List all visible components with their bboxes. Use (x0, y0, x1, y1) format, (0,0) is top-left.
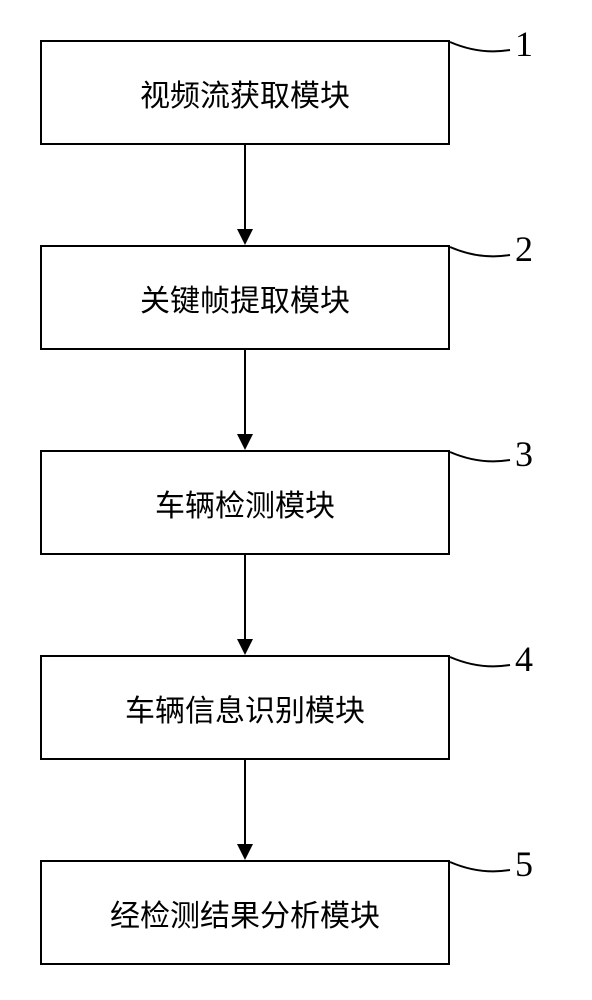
flowchart-arrow-head (237, 844, 253, 860)
node-label: 车辆检测模块 (155, 481, 335, 525)
node-annotation-2: 2 (515, 228, 533, 270)
flowchart-arrow-head (237, 434, 253, 450)
flowchart-arrow-line (244, 760, 246, 846)
flowchart-arrow-line (244, 145, 246, 231)
flowchart-node-2: 关键帧提取模块 (40, 245, 450, 350)
node-annotation-3: 3 (515, 433, 533, 475)
flowchart-node-3: 车辆检测模块 (40, 450, 450, 555)
flowchart-node-1: 视频流获取模块 (40, 40, 450, 145)
node-annotation-4: 4 (515, 638, 533, 680)
flowchart-diagram: 视频流获取模块 1 关键帧提取模块 2 车辆检测模块 3 车辆信息识别模块 4 经检测结果分析模… (0, 0, 592, 1000)
flowchart-arrow-head (237, 229, 253, 245)
flowchart-node-5: 经检测结果分析模块 (40, 860, 450, 965)
flowchart-arrow-head (237, 639, 253, 655)
node-annotation-5: 5 (515, 843, 533, 885)
flowchart-arrow-line (244, 350, 246, 436)
node-label: 视频流获取模块 (140, 71, 350, 115)
node-annotation-1: 1 (515, 23, 533, 65)
node-label: 关键帧提取模块 (140, 276, 350, 320)
node-label: 车辆信息识别模块 (125, 686, 365, 730)
flowchart-arrow-line (244, 555, 246, 641)
node-label: 经检测结果分析模块 (110, 891, 380, 935)
flowchart-node-4: 车辆信息识别模块 (40, 655, 450, 760)
